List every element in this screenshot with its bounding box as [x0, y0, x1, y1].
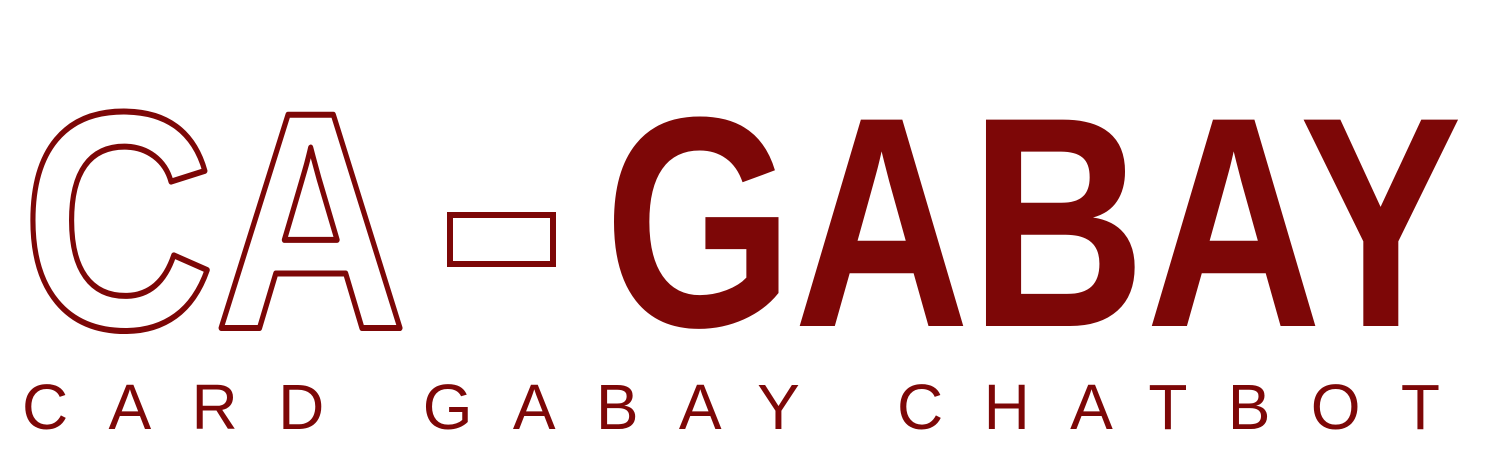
logo-separator: -	[500, 242, 503, 253]
logo-right-word: GABAY	[604, 54, 1462, 390]
logo-separator-bar	[447, 212, 556, 267]
logo-left-word: CA	[22, 47, 407, 394]
